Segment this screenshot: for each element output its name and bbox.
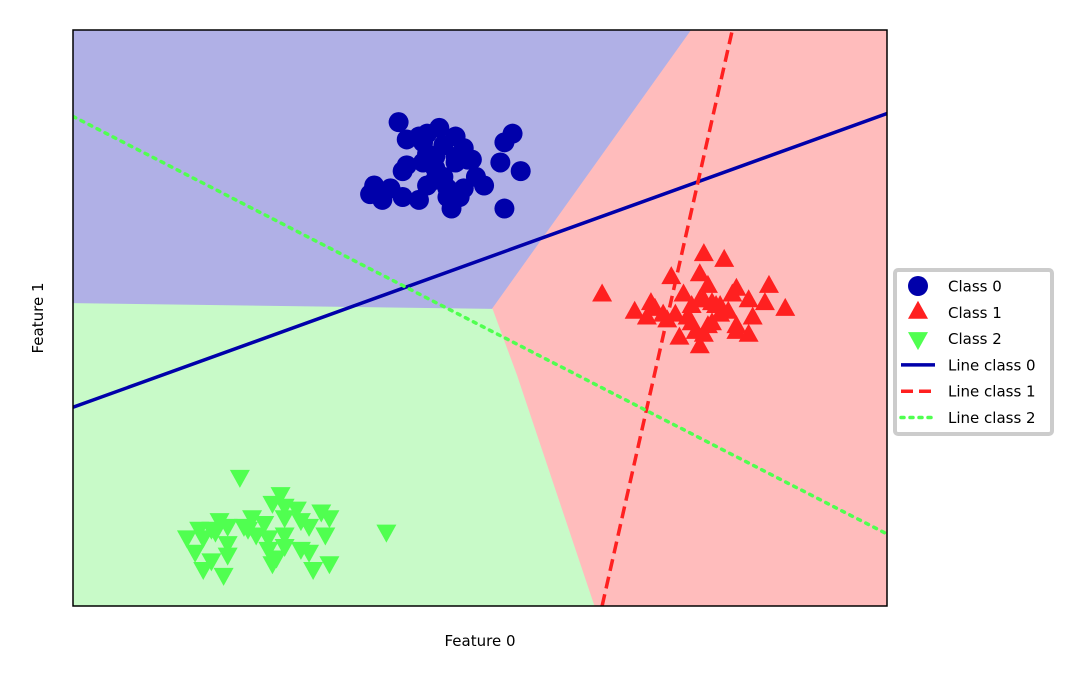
legend-label: Line class 1 bbox=[948, 383, 1036, 401]
data-point-class-2 bbox=[299, 518, 320, 537]
legend-label: Class 0 bbox=[948, 278, 1002, 296]
data-point-class-1 bbox=[706, 294, 727, 313]
legend-label: Line class 2 bbox=[948, 409, 1036, 427]
data-point-class-1 bbox=[726, 277, 747, 296]
data-point-class-2 bbox=[274, 539, 295, 558]
data-point-class-1 bbox=[681, 312, 702, 331]
data-point-class-0 bbox=[445, 126, 466, 147]
legend-label: Class 1 bbox=[948, 304, 1002, 322]
data-point-class-0 bbox=[396, 129, 417, 150]
data-point-class-2 bbox=[315, 527, 336, 546]
data-point-class-1 bbox=[754, 292, 775, 311]
data-point-class-2 bbox=[319, 510, 340, 529]
legend-item: Line class 0 bbox=[901, 356, 1036, 374]
data-point-class-1 bbox=[714, 248, 735, 267]
data-point-class-2 bbox=[229, 469, 250, 488]
data-point-class-1 bbox=[689, 263, 710, 282]
data-point-class-0 bbox=[417, 143, 438, 164]
legend-marker-class-2 bbox=[908, 332, 928, 351]
data-point-class-2 bbox=[266, 550, 287, 569]
legend-marker-class-1 bbox=[908, 300, 928, 319]
line-class-2 bbox=[73, 114, 887, 536]
data-point-class-2 bbox=[193, 562, 214, 581]
data-point-class-1 bbox=[624, 300, 645, 319]
legend-item: Line class 1 bbox=[901, 383, 1036, 401]
data-point-class-2 bbox=[242, 510, 263, 529]
x-axis-label: Feature 0 bbox=[445, 632, 516, 650]
data-point-class-2 bbox=[319, 556, 340, 575]
series-class-2 bbox=[176, 469, 397, 586]
data-point-class-2 bbox=[376, 524, 397, 543]
data-point-class-1 bbox=[669, 326, 690, 345]
data-point-class-0 bbox=[437, 187, 458, 208]
data-point-class-0 bbox=[494, 198, 515, 219]
data-point-class-2 bbox=[258, 530, 279, 549]
data-point-class-1 bbox=[636, 306, 657, 325]
line-class-1 bbox=[600, 30, 735, 606]
data-point-class-0 bbox=[392, 161, 413, 182]
data-point-class-1 bbox=[673, 283, 694, 302]
data-point-class-2 bbox=[303, 562, 324, 581]
data-point-class-0 bbox=[453, 178, 474, 199]
legend-label: Class 2 bbox=[948, 330, 1002, 348]
data-point-class-0 bbox=[392, 187, 413, 208]
data-point-class-0 bbox=[417, 175, 438, 196]
data-point-class-2 bbox=[217, 518, 238, 537]
data-point-class-0 bbox=[502, 123, 523, 144]
data-point-class-2 bbox=[185, 544, 206, 563]
data-point-class-0 bbox=[510, 161, 531, 182]
data-point-class-1 bbox=[640, 292, 661, 311]
data-point-class-2 bbox=[286, 501, 307, 520]
data-point-class-1 bbox=[592, 283, 613, 302]
data-point-class-1 bbox=[775, 297, 796, 316]
legend-box bbox=[893, 268, 1054, 436]
data-point-class-2 bbox=[274, 510, 295, 529]
data-point-class-2 bbox=[193, 530, 214, 549]
data-point-class-2 bbox=[217, 547, 238, 566]
y-axis-label: Feature 1 bbox=[29, 283, 47, 354]
data-point-class-0 bbox=[445, 146, 466, 167]
data-point-class-2 bbox=[217, 536, 238, 555]
data-point-class-0 bbox=[372, 189, 393, 210]
data-point-class-1 bbox=[718, 300, 739, 319]
data-point-class-0 bbox=[429, 117, 450, 138]
data-point-class-1 bbox=[689, 335, 710, 354]
data-point-class-2 bbox=[262, 495, 283, 514]
line-class-0 bbox=[73, 111, 887, 409]
data-point-class-1 bbox=[742, 306, 763, 325]
legend-marker-class-0 bbox=[908, 276, 928, 296]
data-point-class-2 bbox=[254, 515, 275, 534]
data-point-class-1 bbox=[758, 274, 779, 293]
legend-item: Line class 2 bbox=[899, 409, 1036, 427]
data-point-class-1 bbox=[693, 323, 714, 342]
data-point-class-0 bbox=[490, 152, 511, 173]
data-point-class-1 bbox=[693, 243, 714, 262]
legend: Class 0 Class 1 Class 2 Line class 0 Line cl… bbox=[893, 268, 1054, 436]
plot-frame bbox=[72, 29, 888, 607]
decision-regions bbox=[73, 30, 887, 606]
data-point-class-1 bbox=[738, 289, 759, 308]
data-point-class-2 bbox=[299, 544, 320, 563]
series-class-1 bbox=[592, 243, 796, 354]
data-point-class-1 bbox=[726, 320, 747, 339]
legend-label: Line class 0 bbox=[948, 356, 1036, 374]
legend-item: Class 1 bbox=[908, 300, 1002, 322]
data-point-class-2 bbox=[274, 527, 295, 546]
data-point-class-0 bbox=[388, 112, 409, 133]
data-point-class-2 bbox=[176, 530, 197, 549]
legend-item: Class 0 bbox=[908, 276, 1002, 296]
scatter-points bbox=[176, 112, 796, 586]
data-point-class-2 bbox=[274, 498, 295, 517]
legend-item: Class 2 bbox=[908, 330, 1002, 351]
data-point-class-1 bbox=[697, 274, 718, 293]
data-point-class-2 bbox=[213, 567, 234, 586]
series-class-0 bbox=[360, 112, 531, 219]
decision-lines bbox=[73, 30, 887, 606]
